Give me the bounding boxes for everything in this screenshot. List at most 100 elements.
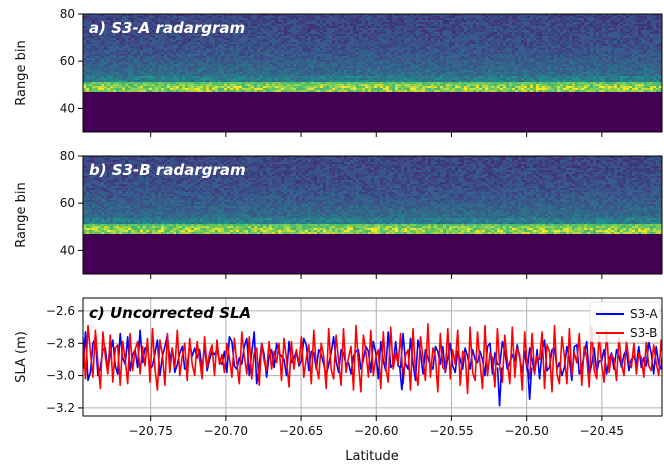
heatmap-cell <box>275 28 278 30</box>
heatmap-cell <box>308 62 311 64</box>
heatmap-cell <box>206 58 209 60</box>
heatmap-cell <box>311 60 314 62</box>
heatmap-cell <box>419 28 422 30</box>
heatmap-cell <box>380 40 383 42</box>
heatmap-cell <box>599 42 602 44</box>
heatmap-cell <box>317 60 320 62</box>
heatmap-cell <box>356 54 359 56</box>
heatmap-cell <box>143 18 146 20</box>
heatmap-cell <box>383 42 386 44</box>
heatmap-cell <box>644 32 647 34</box>
heatmap-cell <box>287 64 290 66</box>
heatmap-cell <box>155 34 158 36</box>
heatmap-cell <box>539 14 542 16</box>
heatmap-cell <box>389 36 392 38</box>
heatmap-cell <box>458 64 461 66</box>
heatmap-cell <box>470 44 473 46</box>
heatmap-cell <box>230 18 233 20</box>
heatmap-cell <box>104 48 107 50</box>
heatmap-cell <box>593 14 596 16</box>
heatmap-cell <box>251 38 254 40</box>
heatmap-cell <box>224 42 227 44</box>
heatmap-cell <box>647 24 650 26</box>
heatmap-cell <box>590 26 593 28</box>
heatmap-cell <box>230 30 233 32</box>
heatmap-cell <box>632 34 635 36</box>
heatmap-cell <box>425 30 428 32</box>
heatmap-cell <box>569 22 572 24</box>
heatmap-cell <box>140 34 143 36</box>
heatmap-cell <box>449 46 452 48</box>
heatmap-cell <box>227 48 230 50</box>
heatmap-cell <box>656 56 659 58</box>
heatmap-cell <box>122 18 125 20</box>
heatmap-cell <box>107 20 110 22</box>
heatmap-cell <box>272 28 275 30</box>
heatmap-cell <box>557 64 560 66</box>
heatmap-cell <box>605 42 608 44</box>
heatmap-cell <box>458 50 461 52</box>
heatmap-cell <box>242 16 245 18</box>
heatmap-cell <box>404 22 407 24</box>
heatmap-cell <box>371 54 374 56</box>
heatmap-cell <box>536 62 539 64</box>
heatmap-cell <box>92 62 95 64</box>
heatmap-cell <box>251 16 254 18</box>
heatmap-cell <box>197 64 200 66</box>
heatmap-cell <box>239 20 242 22</box>
heatmap-cell <box>497 38 500 40</box>
heatmap-cell <box>644 50 647 52</box>
heatmap-cell <box>638 46 641 48</box>
heatmap-cell <box>194 54 197 56</box>
heatmap-cell <box>398 32 401 34</box>
heatmap-cell <box>467 40 470 42</box>
heatmap-cell <box>167 54 170 56</box>
heatmap-cell <box>260 14 263 16</box>
heatmap-cell <box>299 54 302 56</box>
heatmap-cell <box>569 24 572 26</box>
heatmap-cell <box>179 44 182 46</box>
heatmap-cell <box>311 14 314 16</box>
heatmap-cell <box>455 24 458 26</box>
heatmap-cell <box>161 24 164 26</box>
heatmap-cell <box>356 50 359 52</box>
heatmap-cell <box>491 40 494 42</box>
heatmap-cell <box>605 46 608 48</box>
heatmap-cell <box>542 34 545 36</box>
heatmap-cell <box>479 50 482 52</box>
heatmap-cell <box>566 32 569 34</box>
heatmap-cell <box>530 36 533 38</box>
heatmap-cell <box>392 38 395 40</box>
heatmap-cell <box>170 28 173 30</box>
heatmap-cell <box>92 64 95 66</box>
heatmap-cell <box>167 16 170 18</box>
heatmap-cell <box>326 20 329 22</box>
heatmap-cell <box>464 20 467 22</box>
heatmap-cell <box>263 44 266 46</box>
heatmap-cell <box>338 28 341 30</box>
heatmap-cell <box>488 38 491 40</box>
heatmap-cell <box>512 58 515 60</box>
heatmap-cell <box>194 46 197 48</box>
heatmap-cell <box>563 14 566 16</box>
heatmap-cell <box>629 50 632 52</box>
heatmap-cell <box>380 30 383 32</box>
heatmap-cell <box>158 46 161 48</box>
heatmap-cell <box>413 28 416 30</box>
heatmap-cell <box>341 54 344 56</box>
heatmap-cell <box>119 18 122 20</box>
heatmap-cell <box>425 64 428 66</box>
heatmap-cell <box>449 38 452 40</box>
heatmap-cell <box>479 26 482 28</box>
heatmap-cell <box>530 46 533 48</box>
heatmap-cell <box>248 36 251 38</box>
heatmap-cell <box>98 30 101 32</box>
heatmap-cell <box>260 24 263 26</box>
heatmap-cell <box>521 60 524 62</box>
heatmap-cell <box>419 48 422 50</box>
heatmap-cell <box>149 54 152 56</box>
heatmap-cell <box>89 16 92 18</box>
heatmap-cell <box>254 14 257 16</box>
heatmap-cell <box>386 64 389 66</box>
heatmap-cell <box>254 60 257 62</box>
